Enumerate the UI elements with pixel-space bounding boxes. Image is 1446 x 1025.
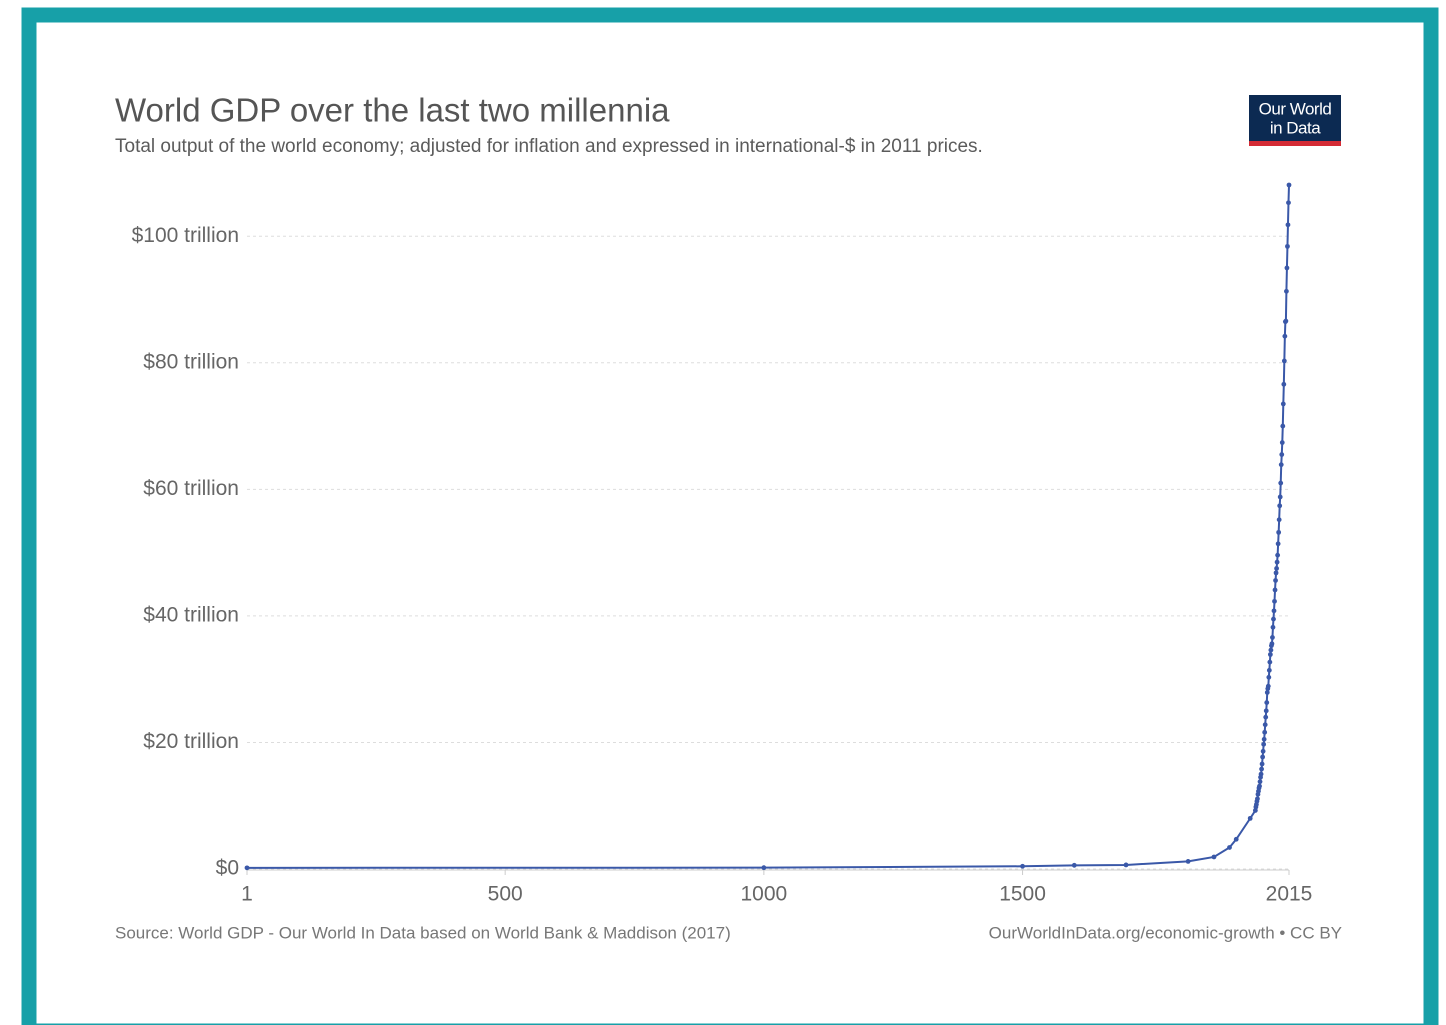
point (1280, 423, 1286, 429)
point (1271, 608, 1277, 614)
point (1227, 845, 1232, 850)
frame (21, 7, 1439, 1025)
note: OurWorldInData.org/economic-growth • CC … (989, 923, 1342, 942)
point (1275, 541, 1281, 547)
point (1270, 624, 1276, 630)
point (1286, 182, 1292, 188)
y-tick-label: $40 trillion (143, 603, 239, 626)
point (1262, 722, 1268, 728)
point (1281, 381, 1287, 387)
point (1285, 222, 1291, 228)
point (1255, 796, 1260, 802)
x-tick-label: 1000 (741, 883, 788, 906)
point (1264, 690, 1270, 695)
point (1285, 243, 1290, 249)
point (1275, 552, 1281, 558)
logo-bar (1249, 141, 1341, 146)
chart-title: World GDP over the last two millennia (115, 92, 670, 129)
y-tick-label: $100 trillion (132, 224, 239, 247)
point (1262, 729, 1268, 735)
point (1247, 815, 1253, 821)
point (1283, 318, 1289, 324)
point (1276, 529, 1282, 535)
point (1020, 863, 1025, 869)
x-tick-label: 500 (488, 883, 523, 906)
point (1267, 659, 1273, 665)
x-tick-label: 1500 (999, 883, 1046, 906)
point (1257, 779, 1263, 785)
point (1278, 462, 1284, 468)
y-tick-label: $0 (216, 857, 239, 880)
point (1260, 748, 1266, 754)
point (1284, 288, 1289, 294)
point (1273, 578, 1278, 583)
point (1261, 741, 1267, 747)
point (1261, 736, 1267, 742)
point (1284, 265, 1290, 271)
point (1267, 652, 1273, 657)
point (1263, 714, 1269, 720)
point (1281, 358, 1287, 364)
point (244, 865, 250, 871)
point (1276, 517, 1282, 523)
point (761, 865, 767, 871)
point (1270, 635, 1275, 640)
y-tick-label: $80 trillion (143, 350, 239, 373)
point (1274, 559, 1280, 565)
point (1280, 401, 1286, 407)
logo-box (1249, 95, 1341, 141)
point (1258, 771, 1264, 777)
chart-subtitle: Total output of the world economy; adjus… (115, 136, 983, 157)
point (1259, 761, 1265, 767)
point (1123, 862, 1129, 868)
point (1266, 674, 1272, 680)
point (1257, 783, 1262, 789)
source: Source: World GDP - Our World In Data ba… (115, 923, 731, 942)
point (1279, 452, 1285, 457)
logo: Our World in Data (1249, 95, 1341, 146)
point (1263, 708, 1269, 714)
x-tick-label: 2015 (1266, 883, 1313, 906)
point (1265, 683, 1271, 689)
point (1273, 570, 1279, 576)
point (1286, 200, 1291, 206)
y-tick-label: $60 trillion (143, 477, 239, 500)
point (1268, 647, 1274, 653)
point (1278, 480, 1284, 486)
point (1269, 641, 1275, 647)
y-tick-label: $20 trillion (143, 730, 239, 753)
point (1274, 566, 1279, 571)
point (1266, 667, 1272, 673)
point (1185, 859, 1191, 864)
point (1264, 700, 1270, 705)
point (1260, 754, 1266, 760)
point (1071, 862, 1077, 868)
logo-text: in Data (1270, 118, 1321, 137)
point (1272, 598, 1277, 604)
point (1211, 854, 1217, 860)
point (1259, 766, 1264, 772)
point (1277, 494, 1283, 500)
point (1233, 836, 1239, 842)
point (1271, 616, 1276, 622)
logo-text: Our World (1259, 99, 1332, 118)
point (1279, 440, 1285, 445)
point (1272, 587, 1278, 593)
x-tick-label: 1 (241, 883, 253, 906)
point (1282, 333, 1288, 339)
point (1277, 503, 1283, 509)
